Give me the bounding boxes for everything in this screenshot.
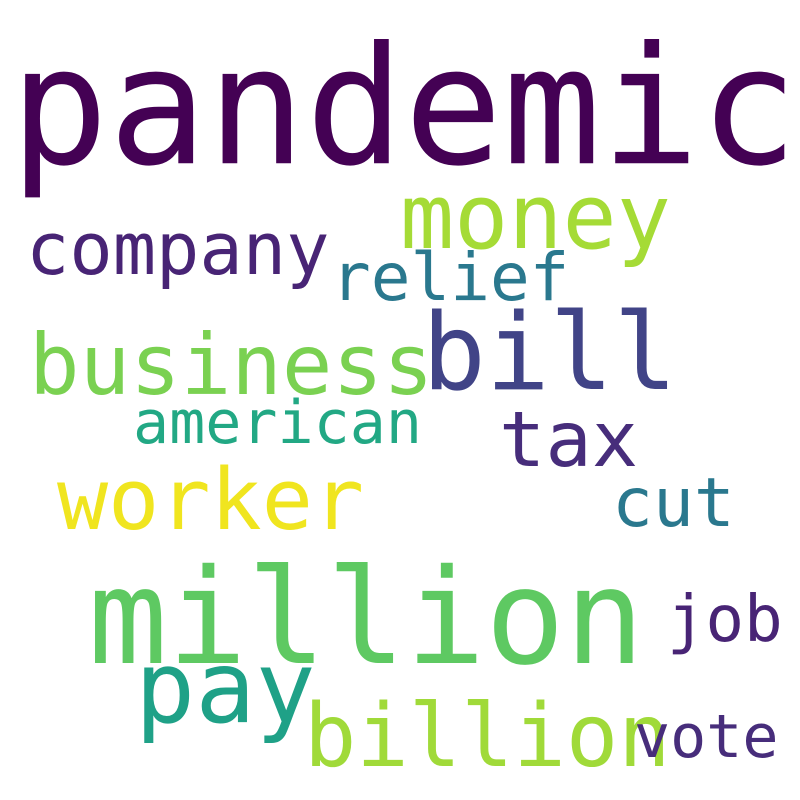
word-business: business <box>29 316 434 414</box>
word-million: million <box>88 541 645 695</box>
word-cut: cut <box>612 464 735 543</box>
word-billion: billion <box>304 685 671 787</box>
word-money: money <box>400 165 671 270</box>
word-vote: vote <box>634 702 779 772</box>
word-relief: relief <box>331 239 570 316</box>
word-worker: worker <box>57 451 365 550</box>
word-job: job <box>667 583 783 657</box>
word-pay: pay <box>135 629 316 746</box>
word-pandemic: pandemic <box>10 11 798 203</box>
word-company: company <box>26 207 330 291</box>
word-american: american <box>133 388 422 458</box>
word-bill: bill <box>422 291 678 414</box>
word-tax: tax <box>499 396 639 485</box>
